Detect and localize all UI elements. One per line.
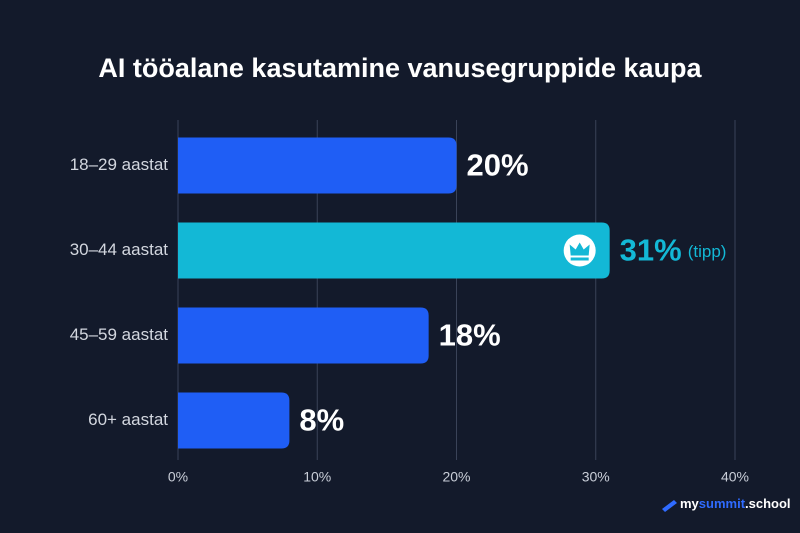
x-tick-label: 10% xyxy=(303,469,331,485)
watermark-text: mysummit.school xyxy=(680,496,791,511)
value-label: 8% xyxy=(299,403,344,438)
watermark-icon xyxy=(662,500,677,512)
x-tick-label: 20% xyxy=(442,469,470,485)
value-label: 31% xyxy=(620,233,682,268)
y-tick-label: 60+ aastat xyxy=(88,410,168,429)
x-tick-label: 0% xyxy=(168,469,188,485)
watermark-part: my xyxy=(680,496,700,511)
bar xyxy=(178,392,290,449)
y-tick-label: 30–44 aastat xyxy=(70,240,169,259)
y-tick-label: 18–29 aastat xyxy=(70,155,169,174)
x-tick-label: 40% xyxy=(721,469,749,485)
bar xyxy=(178,307,429,364)
y-tick-label: 45–59 aastat xyxy=(70,325,169,344)
bar xyxy=(178,137,457,194)
value-label: 20% xyxy=(467,148,529,183)
bar xyxy=(178,222,610,279)
highlight-label: (tipp) xyxy=(688,242,727,261)
crown xyxy=(569,242,590,261)
watermark: mysummit.school xyxy=(662,496,791,512)
crown-icon xyxy=(563,234,596,267)
value-label: 18% xyxy=(439,318,501,353)
watermark-part: .school xyxy=(745,496,791,511)
x-tick-label: 30% xyxy=(582,469,610,485)
chart-title: AI tööalane kasutamine vanusegruppide ka… xyxy=(98,53,702,83)
watermark-part: summit xyxy=(699,496,746,511)
